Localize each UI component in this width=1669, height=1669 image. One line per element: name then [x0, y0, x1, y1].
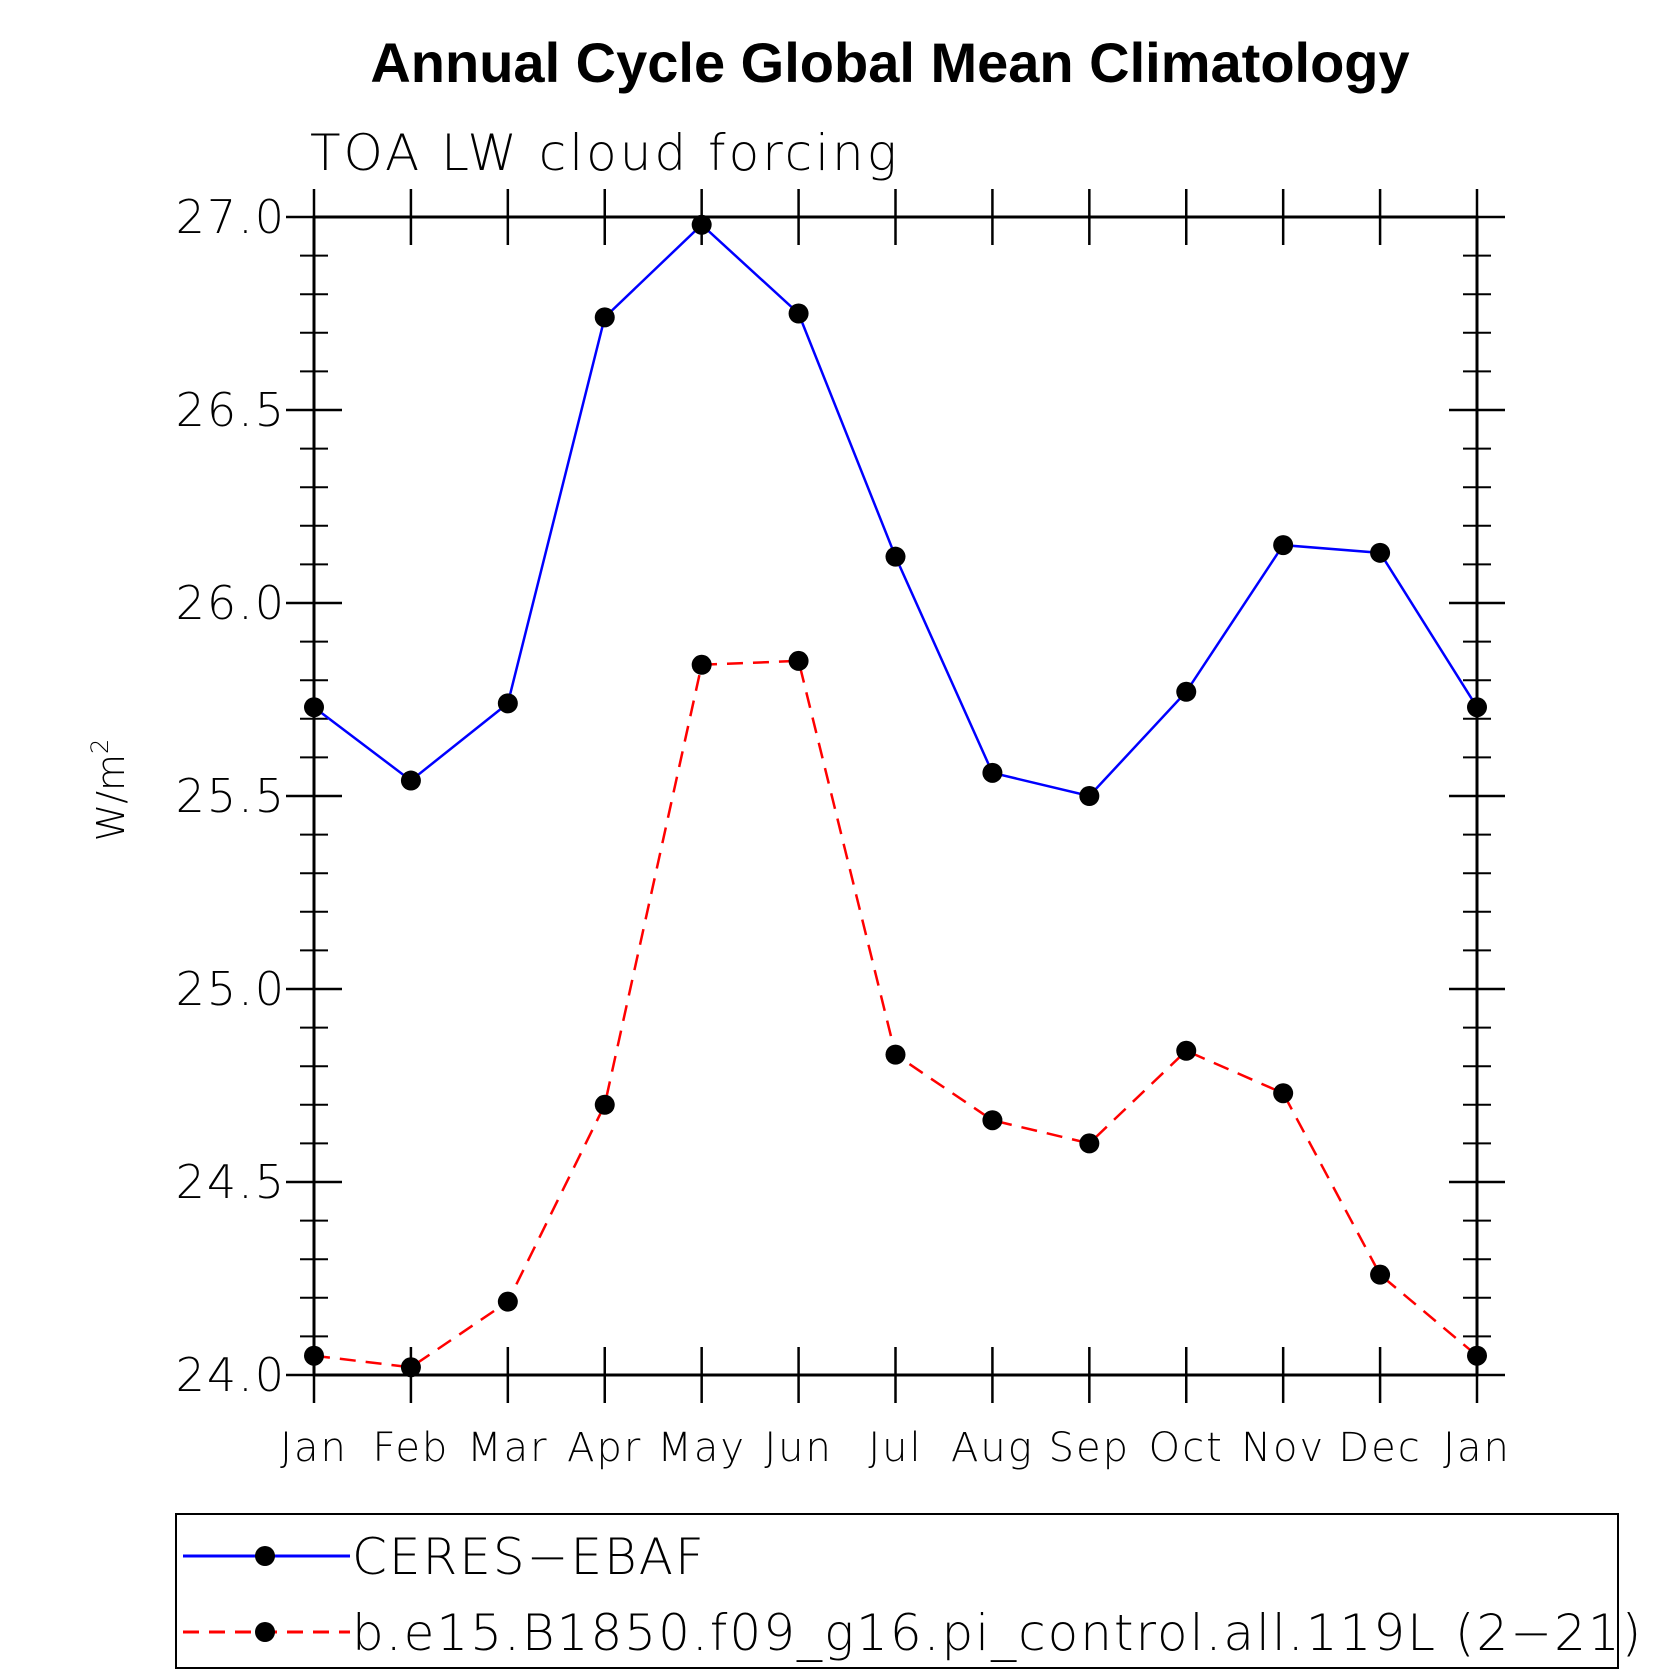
- y-tick-label: 26.5: [176, 383, 286, 437]
- y-tick-label: 25.5: [176, 769, 286, 823]
- series-0-point: [400, 770, 421, 791]
- y-tick-label: 27.0: [176, 190, 286, 244]
- x-tick-label: Jan: [1443, 1425, 1511, 1471]
- series-1-point: [982, 1110, 1003, 1131]
- series-0-point: [1079, 786, 1100, 806]
- x-tick-label: Aug: [951, 1425, 1034, 1471]
- chart-title: Annual Cycle Global Mean Climatology: [370, 31, 1409, 94]
- series-0-point: [691, 214, 712, 235]
- series-1-point: [1273, 1083, 1294, 1104]
- legend-box: [175, 1513, 1619, 1669]
- x-tick-label: Jul: [868, 1425, 922, 1471]
- x-tick-label: Dec: [1338, 1425, 1421, 1471]
- legend-marker-ceres: [255, 1546, 275, 1566]
- series-0-point: [982, 762, 1003, 783]
- series-0-point: [1273, 535, 1294, 556]
- legend: CERES−EBAF b.e15.B1850.f09_g16.pi_contro…: [175, 1513, 1643, 1669]
- x-tick-label: May: [657, 1425, 746, 1471]
- x-tick-label: Sep: [1049, 1425, 1130, 1471]
- chart-subtitle: TOA LW cloud forcing: [310, 124, 900, 182]
- y-axis-label: W/m2: [86, 739, 133, 842]
- series-1-point: [691, 654, 712, 675]
- series-1-point: [885, 1044, 906, 1065]
- x-tick-label: Mar: [467, 1425, 548, 1471]
- series-0-point: [497, 693, 518, 714]
- y-axis-label-superscript: 2: [86, 739, 114, 754]
- y-axis-label-text: W/m: [89, 754, 133, 841]
- y-tick-label: 24.5: [176, 1155, 286, 1209]
- series-1-point: [497, 1291, 518, 1312]
- series-0-point: [1176, 681, 1197, 702]
- series-1-point: [1176, 1040, 1197, 1061]
- legend-label-ceres: CERES−EBAF: [352, 1528, 706, 1586]
- series-1-point: [594, 1094, 615, 1115]
- y-tick-label: 26.0: [176, 576, 286, 630]
- series-1-point: [400, 1357, 421, 1378]
- x-tick-label: Oct: [1149, 1425, 1224, 1471]
- series-1-point: [1370, 1264, 1391, 1285]
- x-tick-label: Jun: [764, 1425, 833, 1471]
- series-0-point: [1370, 542, 1391, 563]
- x-tick-label: Jan: [280, 1425, 348, 1471]
- series-line-0: [313, 223, 1479, 798]
- series-0-point: [788, 303, 809, 324]
- series-0-point: [594, 307, 615, 328]
- y-tick-label: 25.0: [176, 962, 286, 1016]
- y-tick-label: 24.0: [176, 1348, 286, 1402]
- series-1-point: [788, 650, 809, 671]
- series-line-1: [313, 659, 1478, 1369]
- legend-label-model: b.e15.B1850.f09_g16.pi_control.all.119L …: [352, 1604, 1643, 1662]
- plot-frame: [312, 215, 1479, 1377]
- x-tick-label: Feb: [373, 1425, 450, 1471]
- x-tick-label: Apr: [567, 1425, 642, 1471]
- series-0-point: [885, 546, 906, 567]
- axis-ticks: [286, 189, 1505, 1403]
- legend-marker-model: [255, 1622, 275, 1642]
- x-tick-label: Nov: [1241, 1425, 1325, 1471]
- series-1-point: [1079, 1133, 1100, 1154]
- axis-tick-labels: Jan Feb Mar Apr May Jun Jul Aug Sep Oct Nov Dec Jan 2…: [176, 190, 1511, 1471]
- data-series: [304, 214, 1487, 1378]
